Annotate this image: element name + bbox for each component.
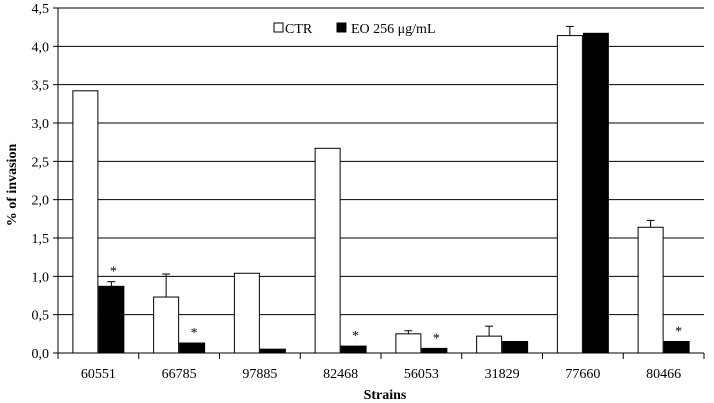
significance-star: * [675, 325, 682, 340]
bar-eo [179, 342, 206, 354]
x-tick-label: 31829 [485, 367, 520, 382]
bar-eo [340, 345, 367, 354]
error-bars [107, 25, 655, 337]
y-axis-ticks: 0,0 0,5 1,0 1,5 2,0 2,5 3,0 3,5 4,0 4,5 [32, 2, 58, 362]
y-tick-label: 2,5 [32, 155, 50, 170]
significance-star: * [352, 329, 359, 344]
bar-ctr [314, 147, 341, 354]
bar-ctr [153, 296, 180, 354]
legend-swatch-eo [336, 22, 347, 33]
significance-star: * [433, 331, 440, 346]
x-tick-label: 82468 [323, 367, 358, 382]
bar-ctr [395, 333, 422, 354]
x-tick-label: 60551 [81, 367, 116, 382]
y-tick-label: 1,0 [32, 270, 50, 285]
y-tick-label: 0,0 [32, 347, 50, 362]
y-tick-label: 2,0 [32, 194, 50, 209]
y-axis-title: % of invasion [5, 144, 20, 227]
x-tick-label: 80466 [646, 367, 681, 382]
significance-marks: * * * * * [110, 265, 682, 347]
x-tick-label: 56053 [404, 367, 439, 382]
y-tick-label: 3,5 [32, 79, 50, 94]
bars [72, 32, 690, 354]
bar-eo [502, 341, 529, 354]
bar-ctr [233, 272, 260, 354]
y-tick-label: 3,0 [32, 117, 50, 132]
bar-eo [421, 347, 448, 354]
bar-eo [582, 32, 609, 354]
legend-label-eo: EO 256 μg/mL [351, 22, 436, 37]
y-tick-label: 1,5 [32, 232, 50, 247]
x-tick-label: 77660 [565, 367, 600, 382]
legend-swatch-ctr [273, 22, 284, 33]
significance-star: * [110, 265, 117, 280]
legend: CTR EO 256 μg/mL [273, 22, 436, 37]
bar-ctr [637, 226, 664, 354]
y-tick-label: 4,0 [32, 40, 50, 55]
significance-star: * [191, 326, 198, 341]
x-axis-ticks: 60551 66785 97885 82468 56053 31829 77660 80466 [57, 353, 705, 382]
y-tick-label: 0,5 [32, 309, 50, 324]
bar-eo [663, 341, 690, 354]
bar-ctr [476, 335, 503, 354]
legend-label-ctr: CTR [285, 22, 313, 37]
bar-ctr [72, 90, 99, 354]
bar-eo [98, 285, 125, 354]
x-tick-label: 66785 [162, 367, 197, 382]
bar-ctr [556, 35, 583, 354]
bar-eo [259, 348, 286, 354]
y-tick-label: 4,5 [32, 2, 50, 17]
x-axis-title: Strains [364, 388, 407, 403]
x-tick-label: 97885 [242, 367, 277, 382]
